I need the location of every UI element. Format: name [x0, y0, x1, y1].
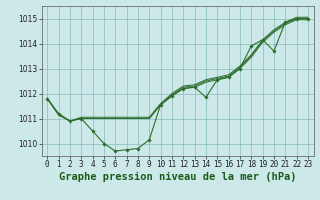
X-axis label: Graphe pression niveau de la mer (hPa): Graphe pression niveau de la mer (hPa) — [59, 172, 296, 182]
